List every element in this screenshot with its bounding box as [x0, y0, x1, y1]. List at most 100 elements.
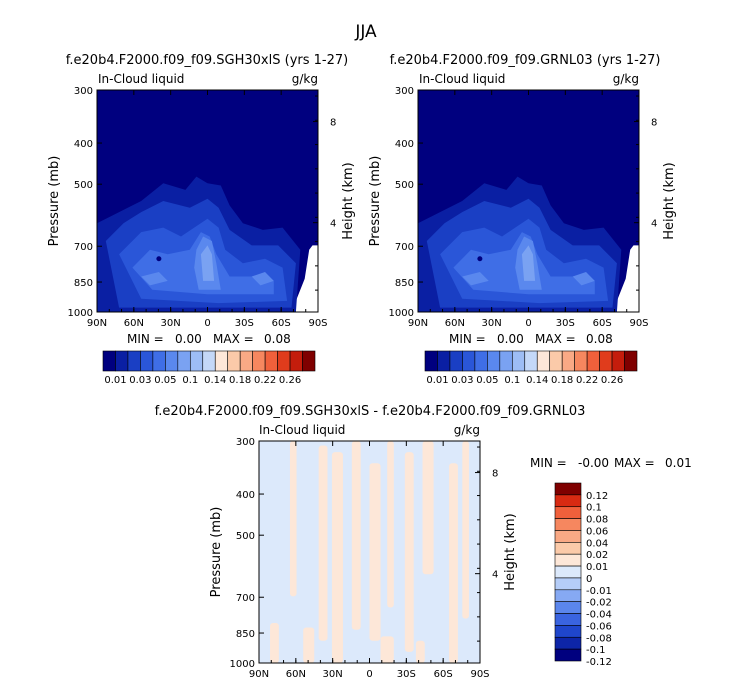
y-tick-label: 300	[236, 437, 255, 448]
panel-3-title: f.e20b4.F2000.f09_f09.SGH30xlS - f.e20b4…	[155, 404, 586, 419]
colorbar-label: 0.18	[551, 375, 573, 386]
panel-3-max-value: 0.01	[665, 456, 692, 470]
colorbar-box	[554, 613, 582, 626]
panel-2-max-label: MAX =	[535, 332, 576, 346]
colorbar-box	[554, 518, 582, 531]
panel-3: f.e20b4.F2000.f09_f09.SGH30xlS - f.e20b4…	[155, 404, 692, 680]
y-right-tick-label: 8	[651, 118, 657, 129]
colorbar-box	[554, 589, 582, 602]
colorbar-label: -0.1	[586, 645, 606, 656]
panel-2-min-label: MIN =	[449, 332, 486, 346]
y-tick-label: 1000	[230, 659, 255, 670]
colorbar-box	[554, 494, 582, 508]
contour-level-5b	[251, 272, 274, 286]
page-title: JJA	[354, 22, 377, 42]
panel-1-min-value: 0.00	[175, 332, 202, 346]
colorbar-box	[102, 350, 116, 372]
colorbar-label: -0.02	[586, 598, 612, 609]
panel-1-plot-area	[97, 90, 318, 312]
colorbar-box	[554, 542, 582, 555]
colorbar-box	[554, 648, 582, 662]
colorbar-box	[549, 350, 563, 372]
colorbar-label: 0.12	[586, 491, 608, 502]
contour-level-6	[200, 245, 215, 281]
panel-2-ylabel: Pressure (mb)	[368, 156, 383, 247]
colorbar-box	[127, 350, 141, 372]
panel-2-ylabel-right: Height (km)	[662, 162, 677, 239]
contour-level-6	[521, 245, 536, 281]
colorbar-label: -0.12	[586, 657, 612, 668]
colorbar-label: -0.04	[586, 610, 612, 621]
colorbar-label: 0.05	[476, 375, 498, 386]
panel-3-plot-area	[259, 441, 480, 663]
x-tick-label: 0	[525, 318, 531, 329]
colorbar-box	[554, 482, 582, 496]
y-tick-label: 700	[74, 242, 93, 253]
panel-2-axes: 90N 60N 30N 0 30S 60S 90S 300 400 500 700 850 1000 8 4	[389, 86, 658, 329]
diff-contour-patch	[380, 636, 394, 663]
diff-contour-patch	[351, 441, 361, 630]
diff-contour-patch	[318, 445, 328, 641]
panel-2-left-string: In-Cloud liquid	[419, 72, 505, 86]
y-tick-label: 700	[236, 593, 255, 604]
diff-contour-patch	[415, 640, 425, 663]
colorbar-label: 0.05	[154, 375, 176, 386]
colorbar-box	[499, 350, 513, 372]
colorbar-box	[140, 350, 154, 372]
x-tick-label: 0	[204, 318, 210, 329]
panel-3-ylabel-right: Height (km)	[503, 513, 518, 590]
x-tick-label: 90S	[629, 318, 648, 329]
x-tick-label: 60S	[272, 318, 291, 329]
panel-2-min-value: 0.00	[497, 332, 524, 346]
panel-1-left-string: In-Cloud liquid	[98, 72, 184, 86]
missing-data-region	[616, 245, 639, 312]
colorbar-box	[424, 350, 438, 372]
missing-data-region	[295, 245, 318, 312]
y-tick-label: 500	[395, 180, 414, 191]
colorbar-box	[177, 350, 191, 372]
panel-3-axes: 90N 60N 30N 0 30S 60S 90S 300 400 500 700 850 1000 8 4	[230, 437, 499, 680]
colorbar-label: 0.22	[576, 375, 598, 386]
colorbar-label: 0.14	[526, 375, 548, 386]
colorbar-label: 0.26	[279, 375, 301, 386]
colorbar-label: 0.02	[586, 550, 608, 561]
colorbar-box	[462, 350, 476, 372]
colorbar-label: 0.01	[586, 562, 608, 573]
y-tick-label: 500	[236, 531, 255, 542]
colorbar-box	[554, 636, 582, 650]
panel-1-max-label: MAX =	[213, 332, 254, 346]
colorbar-box	[511, 350, 526, 372]
colorbar-label: 0.18	[229, 375, 251, 386]
y-tick-label: 400	[236, 490, 255, 501]
contour-minimum-dot	[156, 256, 162, 262]
contour-level-5c	[462, 272, 489, 286]
y-tick-label: 1000	[68, 308, 93, 319]
colorbar-box	[554, 625, 582, 638]
x-tick-label: 60S	[593, 318, 612, 329]
x-tick-label: 30S	[235, 318, 254, 329]
y-tick-label: 700	[395, 242, 414, 253]
colorbar-label: 0.1	[182, 375, 198, 386]
y-right-tick-label: 8	[492, 469, 498, 480]
colorbar-label: 0.22	[254, 375, 276, 386]
contour-level-5b	[572, 272, 595, 286]
panel-3-right-string: g/kg	[454, 423, 480, 437]
panel-1-ylabel-right: Height (km)	[341, 162, 356, 239]
colorbar-box	[115, 350, 129, 372]
y-tick-label: 850	[236, 629, 255, 640]
colorbar-box	[487, 350, 501, 372]
x-tick-label: 90N	[249, 669, 269, 680]
colorbar-box	[554, 577, 582, 591]
panel-3-ylabel: Pressure (mb)	[209, 507, 224, 598]
colorbar-box	[437, 350, 451, 372]
x-tick-label: 60N	[286, 669, 306, 680]
diff-contour-patch	[387, 441, 394, 608]
diff-contour-patch	[404, 452, 414, 652]
colorbar-label: 0.03	[129, 375, 151, 386]
y-tick-label: 300	[74, 86, 93, 97]
colorbar-box	[289, 350, 303, 372]
x-tick-label: 60N	[445, 318, 465, 329]
y-right-tick-label: 8	[330, 118, 336, 129]
colorbar-box	[599, 350, 613, 372]
